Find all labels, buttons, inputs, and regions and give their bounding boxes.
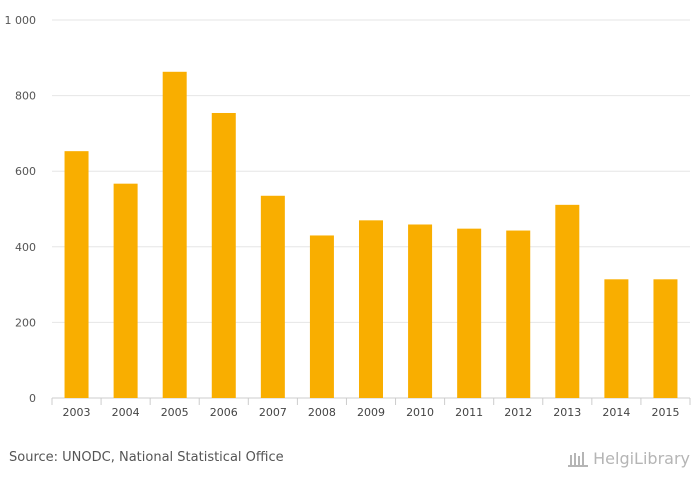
bar	[555, 204, 580, 398]
brand-logo: HelgiLibrary	[567, 449, 690, 468]
x-tick-label: 2003	[63, 406, 91, 419]
y-tick-label: 0	[29, 392, 36, 405]
y-tick-label: 400	[15, 241, 36, 254]
x-tick-label: 2009	[357, 406, 385, 419]
bar	[113, 183, 138, 398]
x-tick-label: 2012	[504, 406, 532, 419]
bar-chart: 0 200 400 600 800 1 000 2003 2004 2005 2006 2007 20…	[5, 14, 691, 419]
x-tick-label: 2010	[406, 406, 434, 419]
bar	[653, 279, 678, 398]
x-tick-label: 2007	[259, 406, 287, 419]
y-tick-label: 600	[15, 165, 36, 178]
bar	[604, 279, 629, 398]
x-tick-label: 2015	[651, 406, 679, 419]
y-tick-label: 800	[15, 90, 36, 103]
bar	[260, 195, 285, 398]
x-tick-label: 2014	[602, 406, 630, 419]
bar	[457, 228, 482, 398]
bar	[162, 71, 187, 398]
x-tick-label: 2004	[112, 406, 140, 419]
bar	[506, 230, 531, 398]
brand-name: HelgiLibrary	[593, 449, 690, 468]
bar	[211, 112, 236, 398]
source-note: Source: UNODC, National Statistical Offi…	[9, 450, 284, 465]
x-tick-label: 2011	[455, 406, 483, 419]
bar	[309, 235, 334, 398]
x-tick-label: 2005	[161, 406, 189, 419]
x-tick-label: 2008	[308, 406, 336, 419]
x-tick-label: 2006	[210, 406, 238, 419]
y-tick-label: 200	[15, 316, 36, 329]
bar	[359, 220, 383, 398]
bar	[408, 224, 433, 398]
bar	[64, 151, 89, 398]
y-tick-label: 1 000	[5, 14, 37, 27]
x-tick-label: 2013	[553, 406, 581, 419]
library-icon	[568, 451, 589, 467]
